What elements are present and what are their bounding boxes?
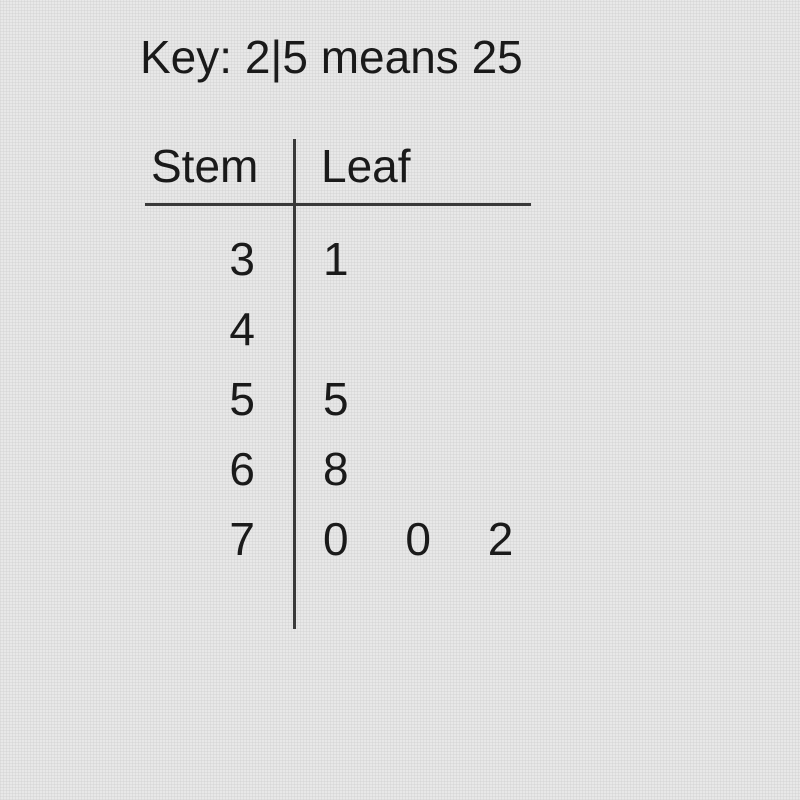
plot-row: 4	[145, 294, 800, 364]
plot-headers: Stem Leaf	[145, 139, 800, 206]
plot-row: 7 0 0 2	[145, 504, 800, 574]
plot-row: 5 5	[145, 364, 800, 434]
stem-leaf-container: Key: 2|5 means 25 Stem Leaf 3 1 4 5 5 6 …	[0, 0, 800, 574]
leaf-cell: 1	[293, 232, 800, 286]
plot-rows: 3 1 4 5 5 6 8 7 0 0 2	[145, 206, 800, 574]
leaf-header: Leaf	[291, 139, 531, 206]
plot-row: 6 8	[145, 434, 800, 504]
vertical-divider	[293, 139, 296, 629]
stem-cell: 5	[145, 372, 293, 426]
stem-cell: 6	[145, 442, 293, 496]
stem-cell: 4	[145, 302, 293, 356]
stem-cell: 7	[145, 512, 293, 566]
key-text: Key: 2|5 means 25	[140, 30, 800, 84]
leaf-cell: 0 0 2	[293, 512, 800, 566]
stem-cell: 3	[145, 232, 293, 286]
stem-header: Stem	[145, 139, 291, 206]
plot-row: 3 1	[145, 224, 800, 294]
leaf-cell: 5	[293, 372, 800, 426]
leaf-cell: 8	[293, 442, 800, 496]
stem-leaf-plot: Stem Leaf 3 1 4 5 5 6 8 7 0 0 2	[145, 139, 800, 574]
